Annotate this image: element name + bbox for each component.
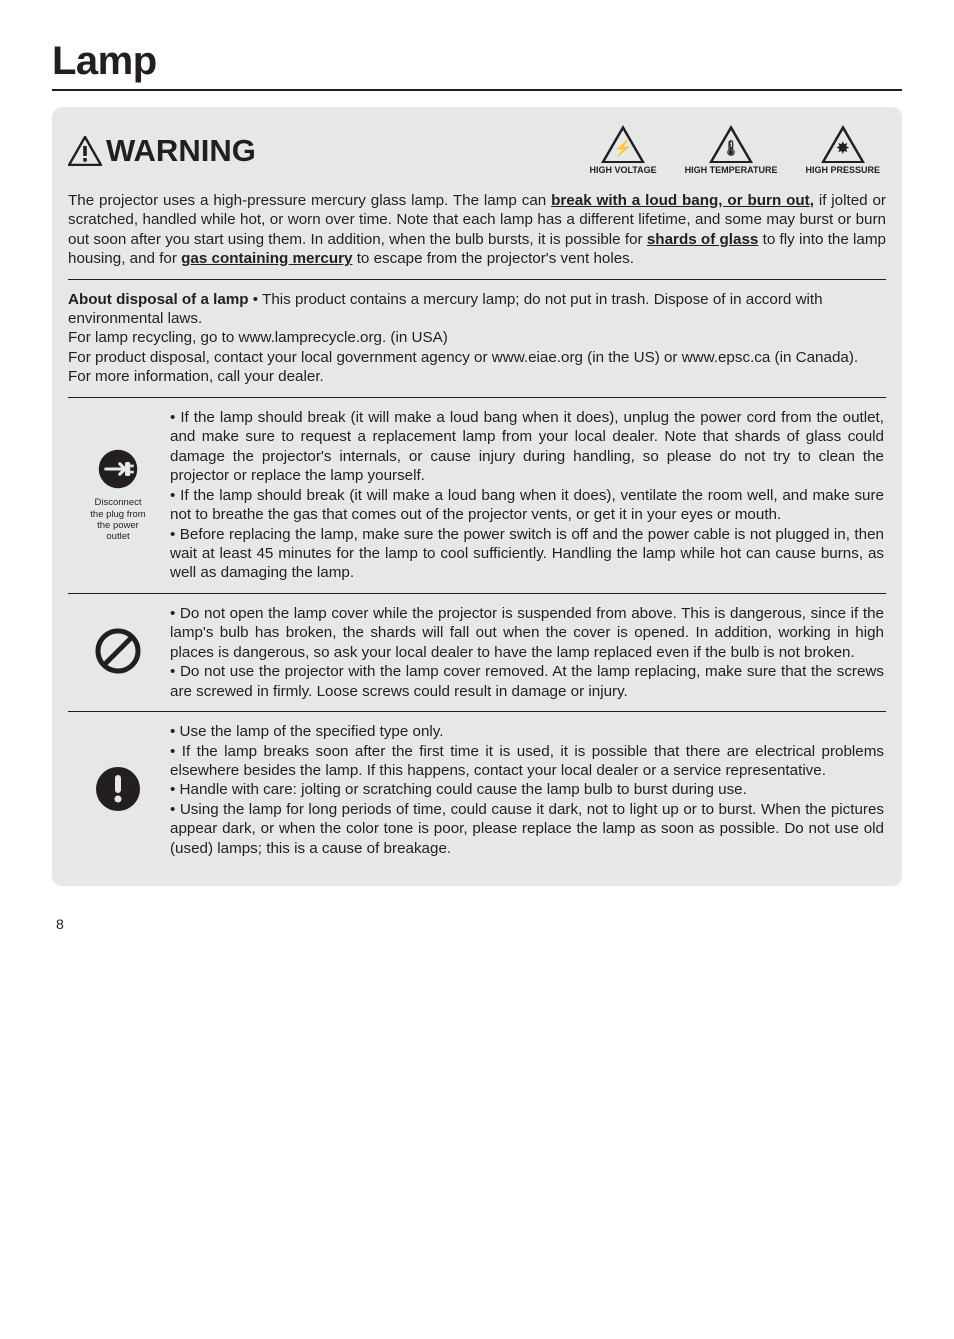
warning-label: WARNING: [68, 131, 256, 171]
bullet: • Use the lamp of the specified type onl…: [170, 722, 884, 741]
page-title: Lamp: [52, 36, 902, 87]
hazard-icons: ⚡ HIGH VOLTAGE 🌡 HIGH TEMPERATURE ✸ HIGH…: [589, 125, 886, 177]
bullet: • If the lamp breaks soon after the firs…: [170, 742, 884, 781]
disconnect-caption-1: Disconnect: [70, 497, 166, 508]
bullet: • Do not open the lamp cover while the p…: [170, 604, 884, 662]
table-row: • Do not open the lamp cover while the p…: [68, 593, 886, 711]
title-underline: [52, 89, 902, 91]
disposal-line-4: For more information, call your dealer.: [68, 367, 886, 386]
high-temperature-label: HIGH TEMPERATURE: [685, 165, 778, 177]
bullet: • If the lamp should break (it will make…: [170, 486, 884, 525]
text-cell-2: • Do not open the lamp cover while the p…: [168, 593, 886, 711]
disposal-block: About disposal of a lamp • This product …: [68, 290, 886, 387]
disposal-line-1: About disposal of a lamp • This product …: [68, 290, 886, 329]
disposal-heading: About disposal of a lamp: [68, 291, 249, 308]
page-title-block: Lamp: [52, 36, 902, 91]
disconnect-caption-3: the power: [70, 520, 166, 531]
unplug-icon: [97, 448, 139, 490]
high-pressure-label: HIGH PRESSURE: [805, 165, 880, 177]
high-pressure-icon: ✸: [821, 125, 865, 163]
intro-underline-2: shards of glass: [647, 231, 758, 248]
page-number: 8: [52, 916, 902, 934]
bullet: • Using the lamp for long periods of tim…: [170, 800, 884, 858]
prohibit-icon: [94, 627, 142, 675]
table-row: • Use the lamp of the specified type onl…: [68, 712, 886, 869]
bullet: • Handle with care: jolting or scratchin…: [170, 780, 884, 799]
intro-underline-3: gas containing mercury: [181, 250, 352, 267]
high-voltage-col: ⚡ HIGH VOLTAGE: [589, 125, 656, 177]
intro-text-1: The projector uses a high-pressure mercu…: [68, 192, 551, 209]
table-row: Disconnect the plug from the power outle…: [68, 397, 886, 593]
alert-triangle-icon: [68, 136, 102, 166]
intro-text-4: to escape from the projector's vent hole…: [352, 250, 633, 267]
mandatory-icon: [94, 765, 142, 813]
symbol-cell-mandatory: [68, 712, 168, 869]
warning-panel: WARNING ⚡ HIGH VOLTAGE 🌡 HIGH TEMPERATUR…: [52, 107, 902, 886]
disconnect-caption-4: outlet: [70, 531, 166, 542]
bullet: • Do not use the projector with the lamp…: [170, 662, 884, 701]
text-cell-1: • If the lamp should break (it will make…: [168, 397, 886, 593]
warning-table: Disconnect the plug from the power outle…: [68, 397, 886, 869]
high-voltage-label: HIGH VOLTAGE: [589, 165, 656, 177]
warning-header-row: WARNING ⚡ HIGH VOLTAGE 🌡 HIGH TEMPERATUR…: [68, 125, 886, 177]
high-temperature-col: 🌡 HIGH TEMPERATURE: [685, 125, 778, 177]
high-temperature-icon: 🌡: [709, 125, 753, 163]
disconnect-caption-2: the plug from: [70, 509, 166, 520]
symbol-cell-disconnect: Disconnect the plug from the power outle…: [68, 397, 168, 593]
intro-underline-1: break with a loud bang, or burn out,: [551, 192, 814, 209]
bullet: • If the lamp should break (it will make…: [170, 408, 884, 486]
warning-text: WARNING: [106, 131, 256, 171]
disposal-line-3: For product disposal, contact your local…: [68, 348, 886, 367]
bullet: • Before replacing the lamp, make sure t…: [170, 525, 884, 583]
high-voltage-icon: ⚡: [601, 125, 645, 163]
divider: [68, 279, 886, 280]
text-cell-3: • Use the lamp of the specified type onl…: [168, 712, 886, 869]
intro-paragraph: The projector uses a high-pressure mercu…: [68, 191, 886, 269]
disposal-line-2: For lamp recycling, go to www.lamprecycl…: [68, 328, 886, 347]
high-pressure-col: ✸ HIGH PRESSURE: [805, 125, 880, 177]
symbol-cell-prohibit: [68, 593, 168, 711]
